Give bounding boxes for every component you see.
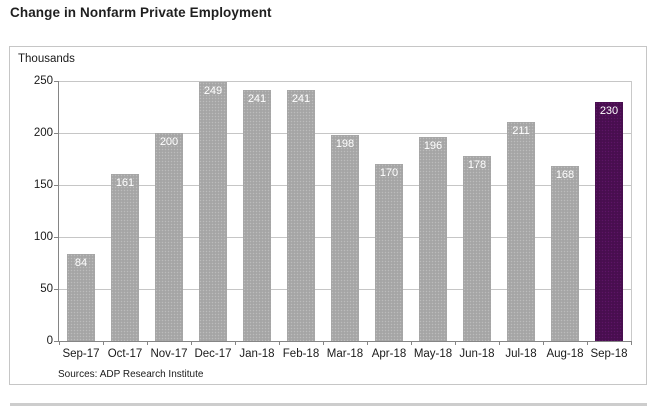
x-axis-category-label: Feb-18 — [282, 348, 320, 360]
x-axis-category-label: Aug-18 — [546, 348, 584, 360]
bar-value-label: 161 — [115, 177, 135, 189]
y-axis-tick-label: 200 — [33, 127, 53, 139]
y-axis-tick-label: 250 — [33, 75, 53, 87]
x-axis-tick — [543, 341, 544, 345]
bar — [375, 164, 403, 341]
y-axis-tick-label: 50 — [40, 283, 53, 295]
x-axis-tick — [235, 341, 236, 345]
bar-value-label: 170 — [379, 167, 399, 179]
x-axis-category-label: Sep-18 — [590, 348, 628, 360]
horizontal-divider — [10, 403, 647, 406]
x-axis-tick — [631, 341, 632, 345]
bar-value-label: 200 — [159, 136, 179, 148]
bar — [551, 166, 579, 341]
bar — [331, 135, 359, 341]
bar-value-label: 198 — [335, 138, 355, 150]
x-axis-category-label: Jun-18 — [459, 348, 495, 360]
x-axis-tick — [103, 341, 104, 345]
bar-value-label: 241 — [247, 93, 267, 105]
bar-value-label: 241 — [291, 93, 311, 105]
y-axis-tick — [54, 81, 59, 82]
x-axis-category-label: Dec-17 — [194, 348, 232, 360]
bar — [287, 90, 315, 341]
bar-value-label: 230 — [599, 105, 619, 117]
y-axis-tick — [54, 185, 59, 186]
bar-value-label: 211 — [512, 125, 530, 137]
x-axis-tick — [499, 341, 500, 345]
x-axis-category-label: Sep-17 — [62, 348, 100, 360]
y-axis-tick-label: 100 — [33, 231, 53, 243]
y-axis-tick — [54, 133, 59, 134]
x-axis-tick — [455, 341, 456, 345]
y-gridline — [59, 81, 631, 82]
bar — [111, 174, 139, 341]
bar — [67, 254, 95, 341]
y-axis-tick — [54, 237, 59, 238]
x-axis-category-label: May-18 — [413, 348, 453, 360]
bar — [199, 82, 227, 341]
bar-value-label: 196 — [423, 140, 443, 152]
x-axis-category-label: Jul-18 — [505, 348, 537, 360]
x-axis-tick — [147, 341, 148, 345]
x-axis-tick — [587, 341, 588, 345]
x-axis-category-label: Mar-18 — [326, 348, 364, 360]
bar — [419, 137, 447, 341]
x-axis-tick — [323, 341, 324, 345]
x-axis-category-label: Nov-17 — [150, 348, 188, 360]
y-axis-title: Thousands — [18, 53, 75, 65]
y-axis-tick — [54, 289, 59, 290]
bar — [155, 133, 183, 341]
source-note: Sources: ADP Research Institute — [58, 369, 204, 380]
y-axis-tick-label: 0 — [46, 335, 53, 347]
y-axis-tick — [54, 341, 59, 342]
x-axis-category-label: Jan-18 — [239, 348, 275, 360]
bar-value-label: 168 — [555, 169, 575, 181]
x-axis-tick — [191, 341, 192, 345]
y-gridline — [59, 133, 631, 134]
x-axis-tick — [59, 341, 60, 345]
bar — [463, 156, 491, 341]
x-axis-tick — [411, 341, 412, 345]
y-axis-tick-label: 150 — [33, 179, 53, 191]
bar — [595, 102, 623, 341]
chart-title: Change in Nonfarm Private Employment — [10, 5, 272, 20]
x-axis-category-label: Oct-17 — [107, 348, 143, 360]
plot-area: 0 50 100 150 200 250 84 Sep-17 161 Oct-17 200 Nov-1… — [34, 75, 632, 360]
bar-value-label: 178 — [467, 159, 487, 171]
bar-value-label: 249 — [203, 85, 223, 97]
bar-value-label: 84 — [74, 257, 88, 269]
bar — [507, 122, 535, 341]
x-axis-tick — [279, 341, 280, 345]
x-axis-category-label: Apr-18 — [371, 348, 407, 360]
bar — [243, 90, 271, 341]
x-axis-tick — [367, 341, 368, 345]
chart-container: Thousands 0 50 100 150 200 250 84 Sep-17 161 Oct-… — [9, 46, 647, 385]
